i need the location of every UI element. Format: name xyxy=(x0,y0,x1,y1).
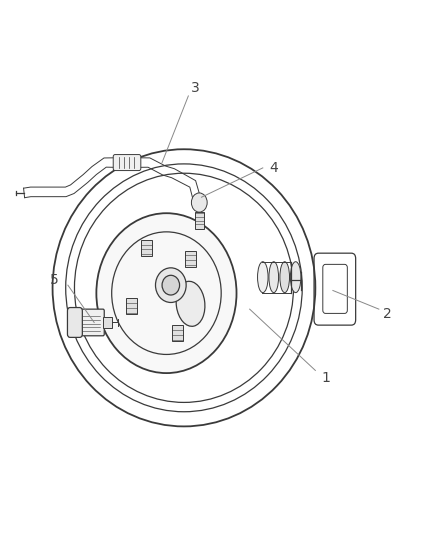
FancyBboxPatch shape xyxy=(67,308,82,337)
Text: 2: 2 xyxy=(383,308,392,321)
Circle shape xyxy=(191,193,207,212)
Ellipse shape xyxy=(176,281,205,326)
Text: 1: 1 xyxy=(322,372,331,385)
Bar xyxy=(195,212,204,229)
FancyBboxPatch shape xyxy=(113,155,141,171)
Text: 4: 4 xyxy=(269,161,278,175)
Ellipse shape xyxy=(162,276,180,295)
Bar xyxy=(185,251,196,266)
Ellipse shape xyxy=(258,262,268,293)
FancyBboxPatch shape xyxy=(78,309,104,336)
Ellipse shape xyxy=(280,262,290,293)
Bar xyxy=(141,240,152,256)
Ellipse shape xyxy=(269,262,279,293)
Text: 5: 5 xyxy=(50,273,59,287)
Bar xyxy=(103,317,112,328)
Bar xyxy=(126,298,137,314)
Ellipse shape xyxy=(155,268,186,303)
Ellipse shape xyxy=(96,213,237,373)
Ellipse shape xyxy=(290,262,301,293)
Bar xyxy=(172,325,183,341)
Text: 3: 3 xyxy=(191,81,199,95)
